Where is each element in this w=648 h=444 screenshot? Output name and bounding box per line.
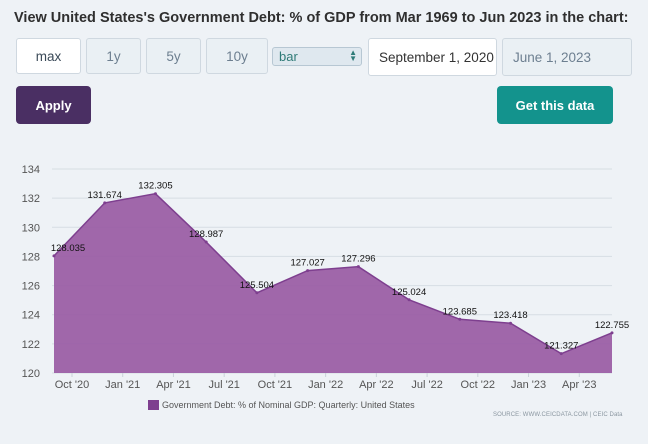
chart-type-select-value: bar (279, 49, 298, 64)
data-point (255, 291, 259, 295)
data-point (52, 254, 56, 258)
data-point (356, 265, 360, 269)
x-tick-label: Jan '23 (511, 379, 546, 391)
data-point (153, 192, 157, 196)
data-label: 127.296 (341, 254, 375, 265)
x-tick-label: Apr '22 (359, 379, 394, 391)
x-tick-label: Oct '20 (55, 379, 90, 391)
range-button-max[interactable]: max (16, 38, 81, 74)
data-point (559, 352, 563, 356)
data-label: 123.685 (443, 306, 477, 317)
y-tick-label: 134 (22, 164, 40, 176)
data-label: 125.504 (240, 280, 274, 291)
x-tick-label: Apr '23 (562, 379, 597, 391)
x-tick-label: Jan '22 (308, 379, 343, 391)
data-point (610, 331, 614, 335)
range-button-5y[interactable]: 5y (146, 38, 201, 74)
x-tick-label: Oct '21 (258, 379, 293, 391)
data-point (103, 201, 107, 205)
apply-button[interactable]: Apply (16, 86, 91, 124)
data-label: 123.418 (493, 310, 527, 321)
range-button-10y[interactable]: 10y (206, 38, 268, 74)
data-label: 131.674 (88, 190, 122, 201)
data-point (509, 321, 513, 325)
data-point (407, 298, 411, 302)
series-line (53, 192, 613, 355)
range-button-1y[interactable]: 1y (86, 38, 141, 74)
y-tick-label: 128 (22, 251, 40, 263)
y-tick-label: 124 (22, 310, 40, 322)
end-date-input[interactable]: June 1, 2023 (502, 38, 632, 76)
data-point (458, 317, 462, 321)
y-tick-label: 130 (22, 222, 40, 234)
page-title: View United States's Government Debt: % … (14, 10, 629, 26)
x-tick-label: Apr '21 (156, 379, 191, 391)
y-tick-label: 120 (22, 368, 40, 380)
data-label: 127.027 (290, 258, 324, 269)
data-point (204, 240, 208, 244)
y-tick-label: 132 (22, 193, 40, 205)
x-tick-label: Jul '21 (208, 379, 239, 391)
select-arrows-icon: ▲ ▼ (349, 48, 357, 63)
data-point (306, 269, 310, 273)
x-tick-label: Jul '22 (411, 379, 442, 391)
x-tick-label: Oct '22 (461, 379, 496, 391)
chart-legend[interactable]: Government Debt: % of Nominal GDP: Quart… (148, 400, 415, 410)
y-tick-label: 126 (22, 281, 40, 293)
series-area (54, 193, 612, 373)
data-label: 122.755 (595, 320, 629, 331)
data-label: 128.987 (189, 229, 223, 240)
legend-label: Government Debt: % of Nominal GDP: Quart… (162, 400, 415, 410)
legend-swatch (148, 400, 159, 410)
data-label: 125.024 (392, 287, 426, 298)
x-tick-label: Jan '21 (105, 379, 140, 391)
chart-type-select[interactable]: bar ▲ ▼ (272, 47, 362, 66)
source-note: SOURCE: WWW.CEICDATA.COM | CEIC Data (493, 412, 623, 418)
y-tick-label: 122 (22, 339, 40, 351)
data-label: 132.305 (138, 181, 172, 192)
start-date-input[interactable]: September 1, 2020 (368, 38, 497, 76)
data-label: 128.035 (51, 243, 85, 254)
get-data-button[interactable]: Get this data (497, 86, 613, 124)
data-label: 121.327 (544, 341, 578, 352)
